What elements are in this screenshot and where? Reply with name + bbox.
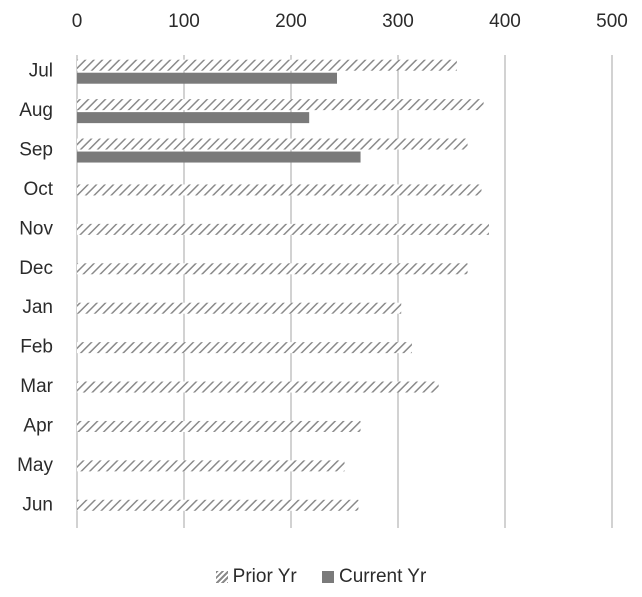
legend-swatch-current bbox=[322, 570, 335, 583]
bar-prior-yr bbox=[77, 223, 489, 235]
category-label: Mar bbox=[20, 376, 53, 397]
gridlines bbox=[76, 55, 613, 528]
bar-prior-yr bbox=[77, 138, 468, 150]
x-tick-label: 100 bbox=[168, 11, 200, 32]
category-label: May bbox=[17, 455, 53, 476]
bars bbox=[77, 59, 489, 511]
category-label: Jun bbox=[22, 494, 53, 515]
x-tick-label: 0 bbox=[72, 11, 83, 32]
x-axis-ticks: 0 100 200 300 400 500 bbox=[72, 11, 628, 32]
category-label: Jan bbox=[22, 297, 53, 318]
bar-prior-yr bbox=[77, 342, 412, 354]
bar-prior-yr bbox=[77, 460, 345, 472]
bar-prior-yr bbox=[77, 499, 359, 511]
bar-prior-yr bbox=[77, 381, 439, 393]
x-tick-label: 400 bbox=[489, 11, 521, 32]
bar-chart: 0 100 200 300 400 500 Jul Aug Sep Oct Nov Dec Jan Fe… bbox=[17, 11, 628, 528]
bar-prior-yr bbox=[77, 302, 402, 314]
bar-prior-yr bbox=[77, 263, 468, 275]
legend: Prior Yr Current Yr bbox=[0, 566, 642, 588]
bar-current-yr bbox=[77, 151, 361, 163]
bar-prior-yr bbox=[77, 99, 484, 111]
x-tick-label: 300 bbox=[382, 11, 414, 32]
legend-label-current: Current Yr bbox=[339, 566, 427, 587]
legend-label-prior: Prior Yr bbox=[232, 566, 297, 587]
x-tick-label: 200 bbox=[275, 11, 307, 32]
bar-prior-yr bbox=[77, 420, 361, 432]
x-tick-label: 500 bbox=[596, 11, 628, 32]
category-label: Jul bbox=[29, 61, 53, 82]
category-label: Sep bbox=[19, 140, 53, 161]
legend-item-prior: Prior Yr bbox=[215, 566, 297, 588]
legend-swatch-prior bbox=[215, 570, 228, 583]
category-label: Dec bbox=[19, 258, 53, 279]
legend-item-current: Current Yr bbox=[322, 566, 426, 588]
bar-prior-yr bbox=[77, 184, 482, 196]
category-label: Apr bbox=[23, 415, 53, 436]
bar-current-yr bbox=[77, 112, 310, 124]
category-label: Feb bbox=[20, 337, 53, 358]
category-label: Oct bbox=[23, 179, 53, 200]
category-label: Nov bbox=[19, 218, 53, 239]
bar-current-yr bbox=[77, 72, 338, 84]
bar-prior-yr bbox=[77, 59, 457, 71]
category-label: Aug bbox=[19, 100, 53, 121]
category-labels: Jul Aug Sep Oct Nov Dec Jan Feb Mar Apr May Jun bbox=[17, 61, 54, 516]
